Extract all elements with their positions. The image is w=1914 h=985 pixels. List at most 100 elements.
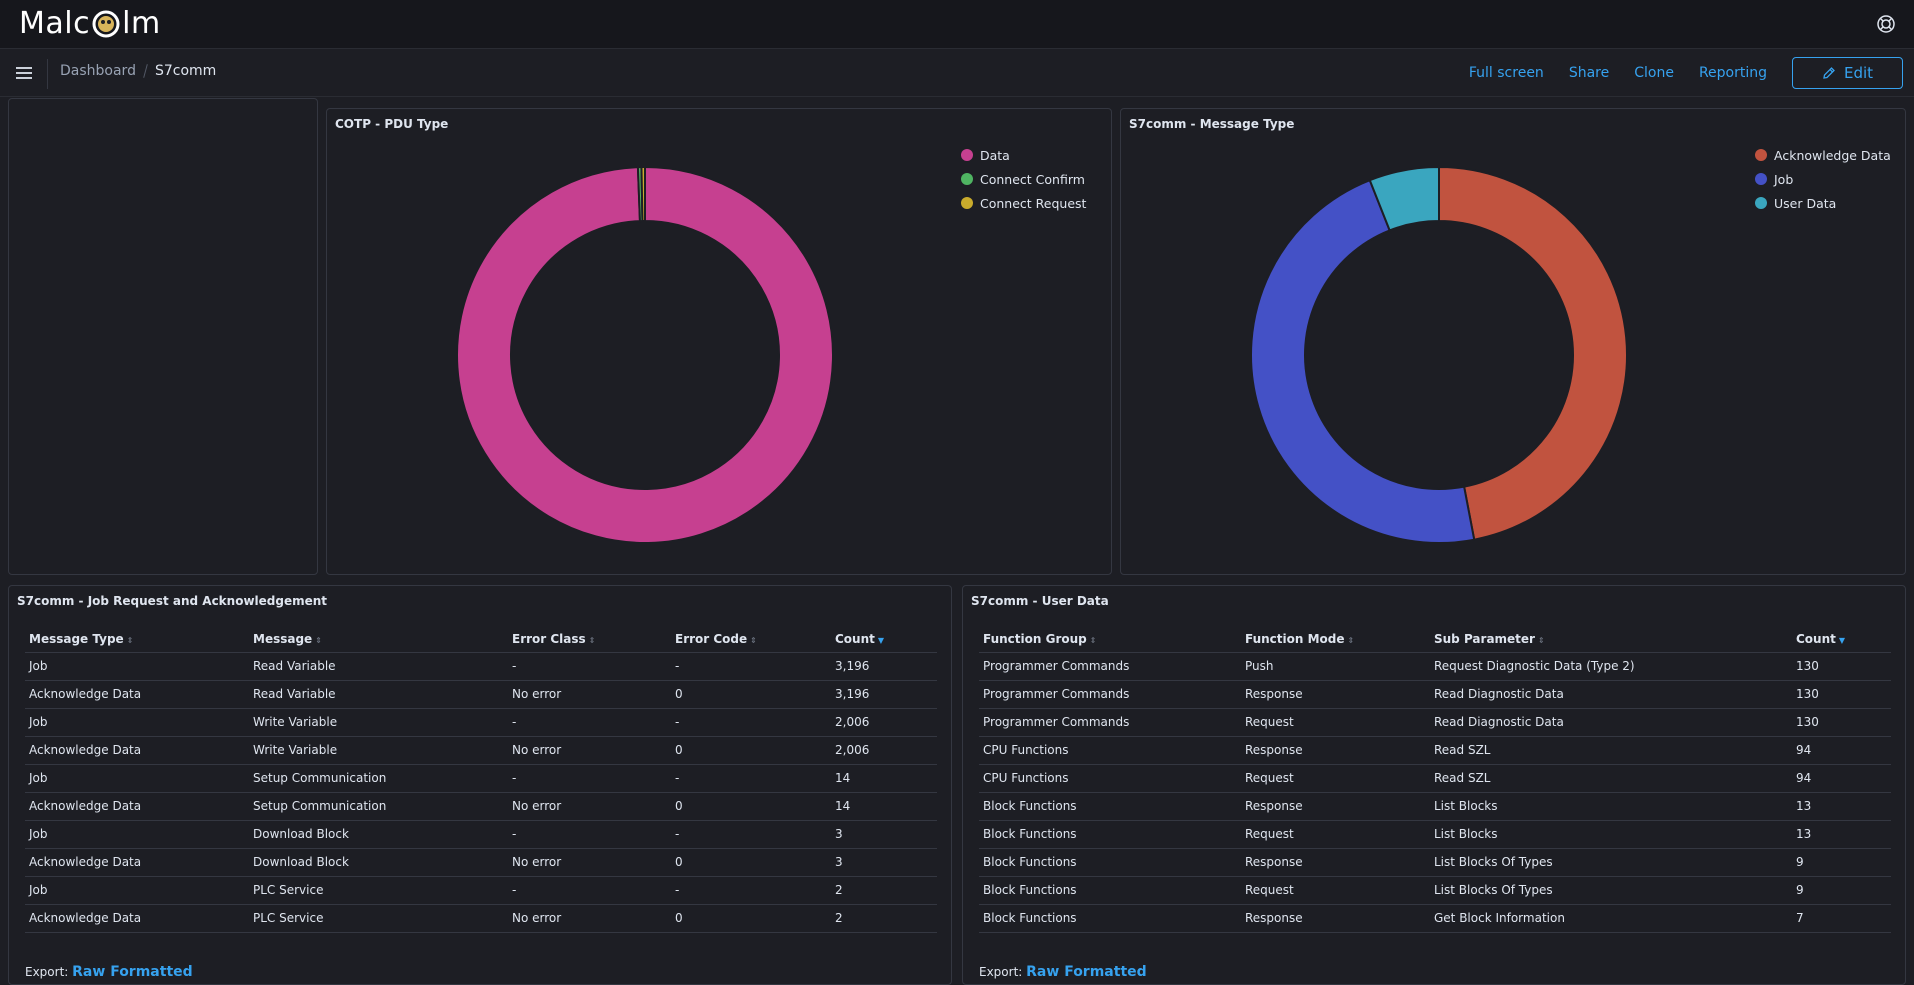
logo-owl-icon — [92, 10, 120, 37]
table-cell: Response — [1241, 848, 1430, 877]
breadcrumb-separator — [143, 64, 148, 78]
share-link[interactable]: Share — [1568, 65, 1610, 81]
job-request-panel: S7comm - Job Request and Acknowledgement… — [8, 585, 952, 985]
column-header-message[interactable]: Message ⇕ — [249, 626, 508, 653]
table-row[interactable]: Block Functions Response List Blocks 13 — [979, 792, 1891, 821]
table-cell: 0 — [671, 736, 831, 765]
table-cell: Push — [1241, 652, 1430, 681]
table-row[interactable]: CPU Functions Response Read SZL 94 — [979, 736, 1891, 765]
table-cell: Download Block — [249, 848, 508, 877]
user-data-table: Function Group ⇕ Function Mode ⇕ Sub Param… — [979, 626, 1891, 933]
table-row[interactable]: Acknowledge Data Read Variable No error 0 3,… — [25, 680, 937, 709]
legend-label: User Data — [1774, 195, 1837, 211]
table-cell: Block Functions — [979, 876, 1241, 905]
table-row[interactable]: Job Download Block - -3 — [25, 820, 937, 849]
table-cell: - — [508, 820, 671, 849]
legend-item-connect-request[interactable]: Connect Request — [961, 191, 1086, 215]
column-header-error-code[interactable]: Error Code ⇕ — [671, 626, 831, 653]
legend-item-data[interactable]: Data — [961, 143, 1086, 167]
table-cell: 130 — [1792, 652, 1891, 681]
logo-text-left: Malc — [19, 6, 91, 41]
column-header-error-class[interactable]: Error Class ⇕ — [508, 626, 671, 653]
table-cell: Request — [1241, 876, 1430, 905]
table-row[interactable]: Acknowledge Data Setup Communication No er… — [25, 792, 937, 821]
table-cell: Setup Communication — [249, 764, 508, 793]
table-cell: Programmer Commands — [979, 680, 1241, 709]
help-icon[interactable] — [1876, 14, 1896, 34]
table-cell: No error — [508, 904, 671, 933]
table-cell: No error — [508, 848, 671, 877]
table-cell: Download Block — [249, 820, 508, 849]
legend-dot — [1755, 173, 1767, 185]
slice-acknowledge-data[interactable] — [1438, 165, 1628, 541]
table-row[interactable]: Job Setup Communication - -14 — [25, 764, 937, 793]
table-row[interactable]: Job PLC Service - -2 — [25, 876, 937, 905]
column-header-function-mode[interactable]: Function Mode ⇕ — [1241, 626, 1430, 653]
table-cell: Job — [25, 876, 249, 905]
table-cell: Read Diagnostic Data — [1430, 708, 1792, 737]
table-cell: 9 — [1792, 876, 1891, 905]
table-cell: - — [508, 708, 671, 737]
cotp-pdu-type-panel: COTP - PDU Type Data Connect Confirm Con… — [326, 108, 1112, 575]
legend-label: Connect Request — [980, 195, 1087, 211]
reporting-link[interactable]: Reporting — [1698, 65, 1767, 81]
table-cell: - — [671, 820, 831, 849]
table-cell: - — [508, 652, 671, 681]
table-header-row: Function Group ⇕ Function Mode ⇕ Sub Param… — [979, 626, 1891, 653]
table-cell: Read SZL — [1430, 736, 1792, 765]
table-row[interactable]: Block Functions Request List Blocks 13 — [979, 820, 1891, 849]
dashboard-navbar: Dashboard S7comm Full screen Share Clone… — [0, 49, 1914, 97]
legend-item-job[interactable]: Job — [1755, 167, 1891, 191]
cotp-legend: Data Connect Confirm Connect Request — [961, 143, 1086, 215]
table-row[interactable]: Acknowledge Data PLC Service No error 0 2 — [25, 904, 937, 933]
slice-job[interactable] — [1250, 178, 1476, 544]
breadcrumb-dashboard[interactable]: Dashboard — [60, 63, 136, 79]
table-row[interactable]: Programmer Commands Request Read Diagnosti… — [979, 708, 1891, 737]
table-row[interactable]: Job Write Variable - -2,006 — [25, 708, 937, 737]
table-cell: - — [508, 764, 671, 793]
slice-user-data[interactable] — [1368, 165, 1440, 232]
column-header-function-group[interactable]: Function Group ⇕ — [979, 626, 1241, 653]
full-screen-link[interactable]: Full screen — [1468, 65, 1544, 81]
table-row[interactable]: Programmer Commands Response Read Diagnost… — [979, 680, 1891, 709]
table-cell: CPU Functions — [979, 736, 1241, 765]
clone-link[interactable]: Clone — [1634, 65, 1674, 81]
table-row[interactable]: Job Read Variable - -3,196 — [25, 652, 937, 681]
table-cell: List Blocks — [1430, 792, 1792, 821]
table-cell: Read Variable — [249, 652, 508, 681]
slice-data[interactable] — [456, 165, 834, 544]
table-row[interactable]: Block Functions Response List Blocks Of Ty… — [979, 848, 1891, 877]
table-cell: - — [671, 652, 831, 681]
export-link[interactable]: Raw Formatted — [72, 964, 193, 980]
legend-item-connect-confirm[interactable]: Connect Confirm — [961, 167, 1086, 191]
table-row[interactable]: Block Functions Request List Blocks Of Typ… — [979, 876, 1891, 905]
table-row[interactable]: Acknowledge Data Download Block No error 0 3 — [25, 848, 937, 877]
hamburger-menu-icon[interactable] — [14, 63, 34, 83]
table-cell: Block Functions — [979, 904, 1241, 933]
table-cell: 0 — [671, 680, 831, 709]
export-footer: Export: Raw Formatted — [25, 964, 193, 980]
table-cell: Job — [25, 652, 249, 681]
logo-text-right: lm — [122, 6, 161, 41]
legend-item-acknowledge-data[interactable]: Acknowledge Data — [1755, 143, 1891, 167]
slice-connect-request[interactable] — [640, 165, 646, 223]
table-cell: Request — [1241, 820, 1430, 849]
export-footer: Export: Raw Formatted — [979, 964, 1147, 980]
malcolm-logo[interactable]: Malc lm — [19, 6, 161, 41]
table-row[interactable]: Acknowledge Data Write Variable No error 0 2… — [25, 736, 937, 765]
table-cell: - — [508, 876, 671, 905]
table-row[interactable]: CPU Functions Request Read SZL 94 — [979, 764, 1891, 793]
column-header-count[interactable]: Count ▼ — [831, 626, 937, 653]
table-row[interactable]: Programmer Commands Push Request Diagnosti… — [979, 652, 1891, 681]
column-header-message-type[interactable]: Message Type ⇕ — [25, 626, 249, 653]
table-cell: Request — [1241, 708, 1430, 737]
cotp-donut-chart — [456, 165, 834, 544]
table-row[interactable]: Block Functions Response Get Block Informa… — [979, 904, 1891, 933]
export-link[interactable]: Raw Formatted — [1026, 964, 1147, 980]
table-cell: 2,006 — [831, 708, 937, 737]
breadcrumb: Dashboard S7comm — [60, 63, 216, 79]
column-header-sub-parameter[interactable]: Sub Parameter ⇕ — [1430, 626, 1792, 653]
edit-button[interactable]: Edit — [1792, 57, 1903, 89]
legend-item-user-data[interactable]: User Data — [1755, 191, 1891, 215]
column-header-count[interactable]: Count ▼ — [1792, 626, 1891, 653]
